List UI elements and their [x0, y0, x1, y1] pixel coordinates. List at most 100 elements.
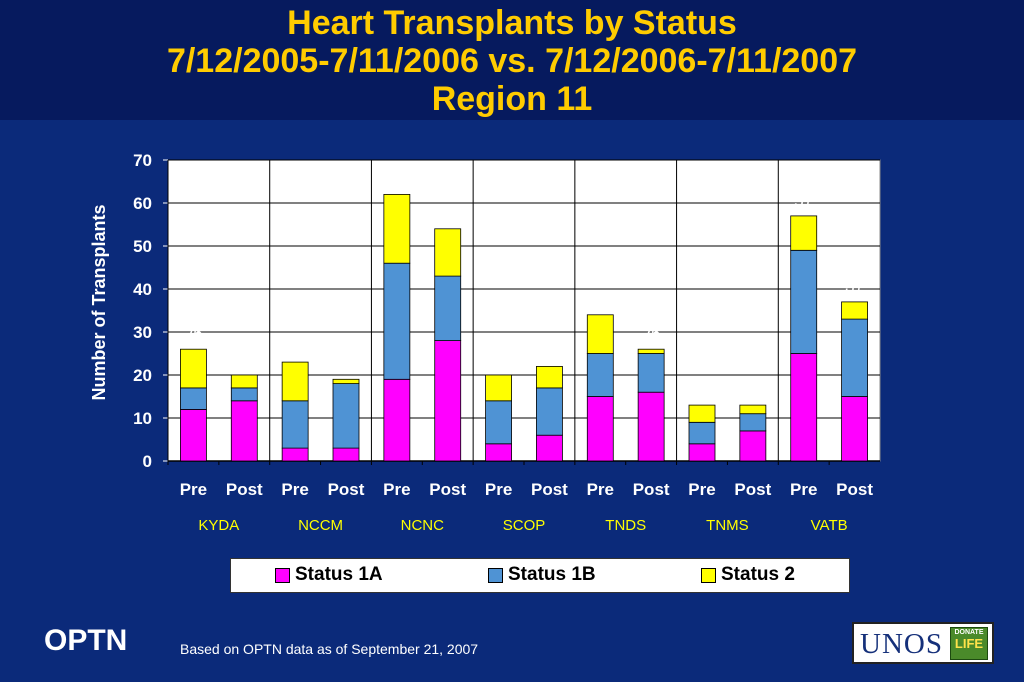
bar-segment-status-1b: [230, 387, 258, 402]
y-tick-label: 50: [133, 237, 152, 256]
bar-total-label: 37: [845, 277, 864, 296]
x-tick-label: Post: [836, 480, 873, 499]
y-tick-label: 0: [143, 452, 152, 471]
legend-item-status-1b: Status 1B: [488, 564, 596, 585]
optn-brand: OPTN: [44, 624, 128, 657]
chart-title: Heart Transplants by Status 7/12/2005-7/…: [0, 4, 1024, 118]
title-line-3: Region 11: [431, 80, 593, 118]
y-tick-label: 70: [133, 151, 152, 170]
bar-segment-status-2: [739, 404, 767, 415]
data-source-note: Based on OPTN data as of September 21, 2…: [180, 641, 479, 657]
bar-segment-status-2: [332, 378, 360, 384]
x-tick-label: Post: [429, 480, 466, 499]
x-tick-label: Pre: [383, 480, 410, 499]
x-tick-label: Post: [633, 480, 670, 499]
group-label: SCOP: [503, 517, 546, 534]
y-tick-label: 30: [133, 323, 152, 342]
bar-total-label: 20: [235, 350, 254, 369]
bar-segment-status-2: [434, 228, 462, 277]
legend-label-status-1b: Status 1B: [508, 564, 596, 585]
group-label: VATB: [811, 517, 848, 534]
bar-segment-status-2: [230, 374, 258, 389]
plot-area: [167, 159, 881, 462]
bar-segment-status-1a: [536, 434, 563, 462]
y-tick-label: 20: [133, 366, 152, 385]
bar-segment-status-1b: [485, 400, 512, 445]
bar-segment-status-2: [485, 374, 512, 402]
x-tick-label: Pre: [587, 480, 614, 499]
group-label: TNDS: [605, 517, 646, 534]
bar-total-label: 20: [489, 350, 508, 369]
title-line-2: 7/12/2005-7/11/2006 vs. 7/12/2006-7/11/2…: [166, 42, 858, 80]
bar-total-label: 57: [794, 191, 813, 210]
bar-segment-status-1a: [586, 396, 614, 462]
title-band: [0, 0, 1024, 120]
legend-swatch-status-2: [701, 567, 716, 583]
bar-segment-status-1b: [180, 387, 207, 410]
bar-segment-status-1b: [790, 249, 818, 354]
legend-swatch-status-1a: [275, 567, 290, 583]
bar-segment-status-1a: [383, 378, 411, 462]
bar-segment-status-2: [841, 301, 868, 320]
x-tick-label: Post: [328, 480, 365, 499]
bar-segment-status-1b: [637, 353, 665, 393]
legend-item-status-1a: Status 1A: [275, 564, 383, 585]
bar-segment-status-2: [536, 365, 563, 389]
bar-segment-status-1a: [739, 430, 767, 462]
bar-segment-status-1b: [332, 383, 360, 449]
bar-segment-status-2: [790, 215, 818, 251]
bar-segment-status-2: [281, 361, 309, 402]
bar-segment-status-1b: [536, 387, 563, 436]
bar-segment-status-1a: [637, 391, 665, 462]
bar-total-label: 22: [540, 341, 559, 360]
bar-segment-status-1b: [281, 400, 309, 449]
bar-segment-status-1a: [688, 443, 716, 462]
legend-item-status-2: Status 2: [701, 564, 795, 585]
x-tick-label: Pre: [485, 480, 512, 499]
y-axis-title: Number of Transplants: [89, 204, 109, 400]
title-line-1: Heart Transplants by Status: [287, 4, 737, 42]
group-label: NCNC: [401, 517, 444, 534]
bar-segment-status-1a: [180, 408, 207, 462]
donate-life-badge: DONATE LIFE: [950, 627, 988, 660]
x-tick-label: Post: [531, 480, 568, 499]
donate-life-badge-line1: DONATE: [954, 629, 984, 636]
x-tick-label: Pre: [180, 480, 207, 499]
group-label: KYDA: [198, 517, 239, 534]
bar-total-label: 26: [642, 324, 661, 343]
x-tick-label: Post: [734, 480, 771, 499]
bar-total-label: 34: [591, 290, 610, 309]
bar-segment-status-2: [637, 348, 665, 354]
bar-segment-status-1b: [434, 275, 462, 342]
y-tick-label: 60: [133, 194, 152, 213]
bar-segment-status-1a: [230, 400, 258, 462]
x-tick-label: Pre: [281, 480, 308, 499]
legend-label-status-1a: Status 1A: [295, 564, 383, 585]
y-tick-label: 10: [133, 409, 152, 428]
bar-total-label: 19: [337, 354, 356, 373]
bar-segment-status-2: [383, 193, 411, 264]
bar-segment-status-1a: [332, 447, 360, 462]
bar-segment-status-1b: [739, 413, 767, 432]
bar-segment-status-1b: [841, 318, 868, 397]
bar-segment-status-1a: [281, 447, 309, 462]
bar-total-label: 13: [743, 380, 762, 399]
bar-segment-status-2: [180, 348, 207, 389]
unos-logo: UNOS DONATE LIFE: [852, 622, 994, 664]
group-label: NCCM: [298, 517, 343, 534]
bar-segment-status-2: [688, 404, 716, 423]
group-label: TNMS: [706, 517, 749, 534]
chart-legend: Status 1A Status 1B Status 2: [230, 558, 850, 593]
bar-total-label: 26: [184, 324, 203, 343]
bar-total-label: 13: [693, 380, 712, 399]
bar-segment-status-1b: [688, 421, 716, 445]
bar-total-label: 62: [387, 169, 406, 188]
bar-segment-status-1b: [383, 262, 411, 380]
legend-label-status-2: Status 2: [721, 564, 795, 585]
y-tick-label: 40: [133, 280, 152, 299]
bar-segment-status-1a: [790, 353, 818, 462]
x-tick-label: Pre: [790, 480, 817, 499]
donate-life-badge-line2: LIFE: [954, 636, 984, 651]
bar-total-label: 54: [438, 204, 457, 223]
